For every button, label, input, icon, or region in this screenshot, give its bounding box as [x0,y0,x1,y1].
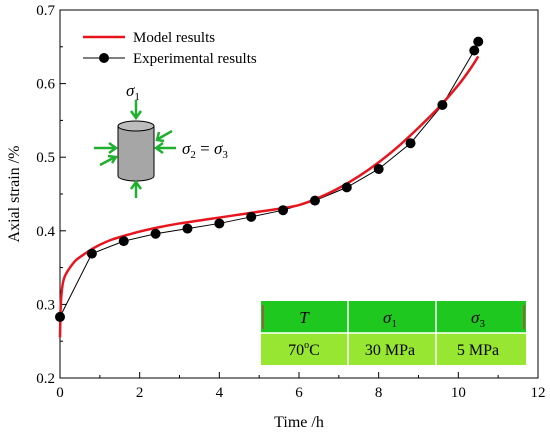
left-arrow-top-icon [94,141,119,155]
table-header-temperature: T [299,308,310,327]
series-model-line [58,55,480,338]
table-header-sigma1: σ1 [383,308,397,330]
legend-experimental-marker [99,53,109,63]
y-tick-label: 0.2 [36,371,55,387]
right-arrow-bottom-icon [155,129,173,143]
x-tick-label: 6 [295,385,303,401]
series-layer [55,36,484,338]
y-tick-label: 0.3 [36,297,55,313]
table-value-temperature: 70oC [288,340,320,359]
y-axis-title: Axial strain /% [6,146,23,243]
x-axis-title: Time /h [274,414,324,431]
experimental-point [55,311,65,322]
x-tick-label: 8 [375,385,383,401]
specimen-cylinder-top [117,120,155,132]
y-tick-label: 0.5 [36,150,55,166]
x-tick-label: 0 [56,385,64,401]
legend-model-label: Model results [133,30,215,46]
experimental-point [469,45,480,56]
table-header-row [261,301,526,333]
specimen-cylinder-icon [117,126,155,182]
experimental-point [405,138,416,149]
experimental-point [182,223,193,234]
x-tick-label: 4 [216,385,224,401]
axis-ticks: 0 2 4 6 8 10 12 0.2 0.3 0.4 0.5 0.6 0.7 [36,3,545,401]
sigma2-sigma3-label: σ2 = σ3 [182,139,228,161]
y-tick-label: 0.6 [36,77,55,93]
experimental-point [86,248,97,259]
bottom-arrow-icon [129,179,143,198]
experimental-point [473,36,484,47]
experimental-point [373,163,384,174]
x-tick-label: 10 [451,385,466,401]
experimental-point [246,211,257,222]
legend: Model results Experimental results [83,30,257,67]
top-arrow-icon [129,100,143,121]
legend-experimental-label: Experimental results [133,51,257,67]
table-header-sigma3: σ3 [471,308,485,330]
x-tick-label: 12 [531,385,546,401]
right-arrow-top-icon [153,141,176,155]
table-value-sigma3: 5 MPa [457,342,499,359]
condition-table: T σ1 σ3 70oC 30 MPa 5 MPa [261,301,526,365]
experimental-point [214,218,225,229]
specimen-diagram: σ1 σ2 = σ3 [94,81,228,198]
experimental-point [150,228,161,239]
x-tick-label: 2 [136,385,144,401]
experimental-point [278,205,289,216]
left-arrow-bottom-icon [99,154,119,167]
sigma1-label: σ1 [126,81,140,103]
y-tick-label: 0.4 [36,224,55,240]
table-value-row [261,333,526,365]
table-value-sigma1: 30 MPa [365,342,415,359]
experimental-point [341,182,352,193]
experimental-point [437,99,448,110]
experimental-point [118,236,129,247]
experimental-point [309,195,320,206]
y-tick-label: 0.7 [36,3,55,19]
